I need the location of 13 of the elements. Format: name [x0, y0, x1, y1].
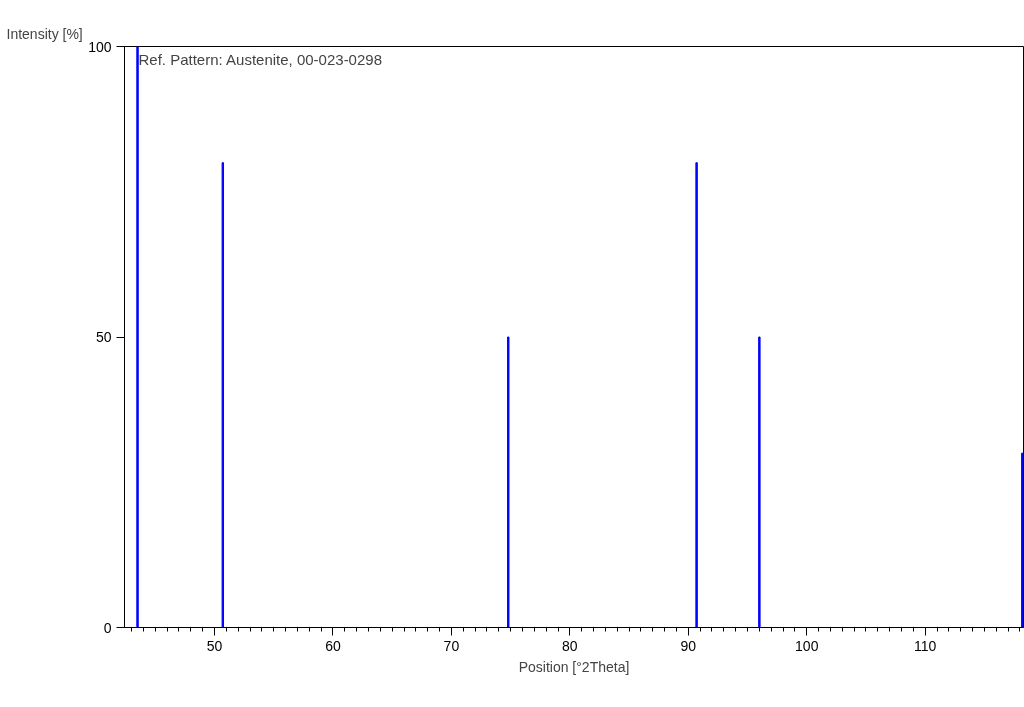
annotation: Ref. Pattern: Austenite, 00-023-0298 — [138, 50, 382, 68]
x-tick-label: 90 — [680, 637, 697, 654]
x-tick-label: 110 — [914, 637, 937, 654]
x-tick-label: 100 — [795, 637, 819, 654]
y-tick-label: 50 — [95, 329, 112, 345]
x-axis-title: Position [°2Theta] — [518, 658, 630, 675]
y-tick-label: 0 — [103, 619, 112, 636]
x-tick-label: 50 — [206, 637, 223, 654]
y-tick-label: 100 — [88, 38, 112, 55]
x-tick-label: 60 — [325, 637, 341, 654]
y-axis-title: Intensity [%] — [6, 25, 83, 42]
x-tick-label: 70 — [443, 637, 460, 654]
x-tick-label: 80 — [562, 637, 578, 654]
